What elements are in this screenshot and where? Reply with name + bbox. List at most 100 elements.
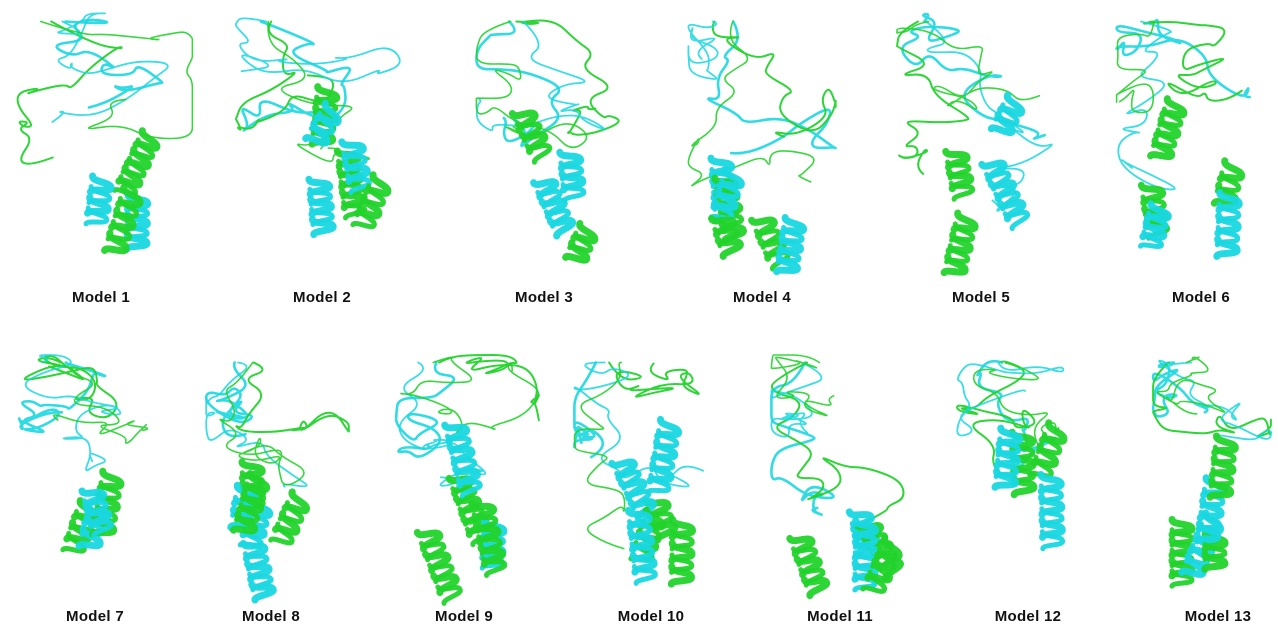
backbone-coil — [896, 20, 1041, 110]
helix-segment — [441, 421, 483, 499]
helix-segment — [991, 424, 1024, 491]
model-label: Model 1 — [72, 289, 130, 306]
backbone-coil — [1158, 359, 1272, 442]
model-label: Model 12 — [994, 608, 1062, 625]
helix-segment — [1206, 432, 1239, 501]
backbone-coil — [235, 361, 350, 434]
helix-segment — [942, 147, 976, 202]
backbone-coil — [1115, 18, 1251, 99]
model-label: Model 8 — [242, 608, 300, 625]
helix-segment — [1138, 200, 1172, 249]
model-5-structure — [890, 8, 1065, 278]
backbone-coil — [687, 20, 719, 80]
protein-structure-icon — [1151, 356, 1272, 589]
backbone-coil — [475, 20, 588, 149]
helix-segment — [786, 534, 831, 600]
model-label: Model 3 — [515, 289, 573, 306]
backbone-coil — [204, 361, 253, 438]
backbone-coil — [956, 361, 1065, 437]
backbone-coil — [43, 361, 149, 444]
helix-segment — [1213, 189, 1243, 260]
model-9-structure — [390, 350, 545, 606]
helix-segment — [305, 175, 337, 239]
model-7-structure — [12, 350, 167, 600]
model-8-structure — [200, 350, 355, 604]
backbone-coil — [770, 354, 835, 417]
helix-segment — [773, 214, 808, 276]
protein-structure-icon — [573, 361, 704, 588]
helix-segment — [645, 415, 682, 495]
model-4-structure — [682, 8, 842, 278]
protein-structure-icon — [204, 361, 350, 604]
model-3-structure — [470, 8, 630, 278]
helix-segment — [78, 487, 115, 539]
protein-structure-icon — [475, 19, 620, 264]
protein-structure-icon — [687, 20, 837, 276]
helix-segment — [1037, 470, 1066, 552]
model-label: Model 9 — [435, 608, 493, 625]
models-row-top: Model 1 Model 2 Model 3 Model 4 Model 5 … — [0, 8, 1278, 308]
helix-segment — [83, 172, 115, 227]
model-10-structure — [568, 350, 728, 600]
helix-segment — [556, 148, 587, 204]
backbone-coil — [573, 361, 704, 488]
backbone-coil — [219, 361, 305, 486]
protein-structure-icon — [770, 354, 905, 600]
protein-structure-icon — [234, 17, 401, 239]
protein-structure-icon — [1115, 18, 1251, 260]
backbone-coil — [770, 361, 835, 516]
backbone-coil — [711, 20, 837, 138]
backbone-coil — [1115, 20, 1155, 114]
model-2-structure — [228, 8, 423, 278]
backbone-coil — [956, 361, 1036, 476]
backbone-coil — [573, 361, 626, 550]
backbone-coil — [1151, 361, 1209, 418]
model-12-structure — [950, 350, 1110, 600]
helix-segment — [987, 91, 1025, 137]
backbone-coil — [39, 20, 194, 140]
backbone-coil — [573, 361, 605, 459]
helix-segment — [239, 539, 277, 604]
backbone-coil — [972, 360, 1060, 446]
helix-segment — [1147, 95, 1188, 161]
backbone-coil — [24, 354, 122, 472]
backbone-coil — [400, 356, 540, 434]
backbone-coil — [687, 20, 815, 187]
backbone-coil — [608, 361, 700, 398]
backbone-coil — [1117, 20, 1176, 191]
backbone-coil — [475, 20, 606, 132]
helix-segment — [101, 183, 144, 255]
model-1-structure — [10, 8, 200, 278]
helix-segment — [860, 534, 903, 594]
model-13-structure — [1148, 350, 1276, 600]
model-label: Model 13 — [1184, 608, 1252, 625]
helix-segment — [268, 488, 310, 546]
helix-segment — [338, 138, 372, 196]
helix-segment — [468, 499, 508, 578]
model-label: Model 10 — [617, 608, 685, 625]
helix-segment — [413, 528, 463, 606]
helix-segment — [1027, 419, 1068, 479]
helix-segment — [940, 209, 979, 277]
backbone-coil — [770, 361, 823, 438]
helix-segment — [302, 99, 342, 147]
protein-structure-icon — [394, 354, 540, 606]
helix-segment — [667, 516, 697, 588]
backbone-coil — [901, 12, 1046, 140]
backbone-coil — [394, 361, 456, 458]
helix-segment — [978, 159, 1030, 232]
model-label: Model 2 — [293, 289, 351, 306]
helix-segment — [624, 506, 658, 586]
models-row-bottom: Model 7 Model 8 Model 9 Model 10 Model 1… — [0, 350, 1278, 628]
protein-structure-icon — [17, 354, 149, 554]
backbone-coil — [1156, 356, 1226, 415]
model-6-structure — [1110, 8, 1275, 278]
model-label: Model 11 — [807, 608, 873, 625]
backbone-coil — [51, 12, 169, 123]
protein-structure-icon — [896, 12, 1053, 277]
model-label: Model 5 — [952, 289, 1010, 306]
model-label: Model 4 — [733, 289, 791, 306]
backbone-coil — [438, 354, 540, 422]
backbone-coil — [234, 17, 401, 83]
helix-segment — [708, 215, 744, 260]
